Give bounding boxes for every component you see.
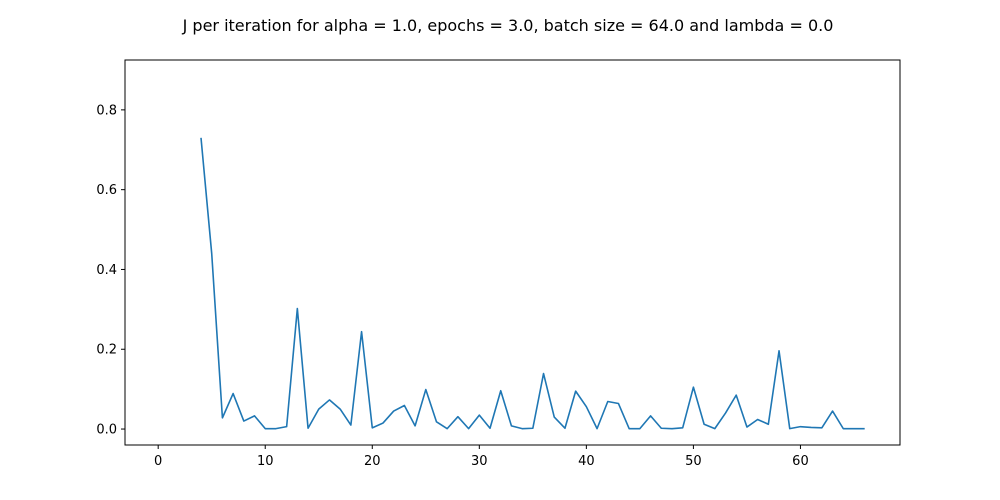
x-tick-label: 10 [257, 454, 274, 469]
x-tick-label: 20 [364, 454, 381, 469]
chart-title: J per iteration for alpha = 1.0, epochs … [182, 16, 834, 35]
y-tick-label: 0.2 [96, 343, 117, 358]
y-tick-label: 0.8 [96, 103, 117, 118]
x-axis: 0 10 20 30 40 50 60 [154, 445, 809, 469]
x-tick-label: 50 [685, 454, 702, 469]
x-tick-label: 60 [792, 454, 809, 469]
series-group [200, 137, 865, 430]
y-tick-label: 0.0 [96, 423, 117, 438]
series-line [200, 137, 865, 430]
x-tick-label: 30 [471, 454, 488, 469]
y-tick-label: 0.4 [96, 263, 117, 278]
x-tick-label: 40 [578, 454, 595, 469]
plot-area-frame [124, 59, 901, 446]
y-tick-label: 0.6 [96, 183, 117, 198]
x-tick-label: 0 [154, 454, 162, 469]
y-axis: 0.0 0.2 0.4 0.6 0.8 [96, 103, 125, 438]
